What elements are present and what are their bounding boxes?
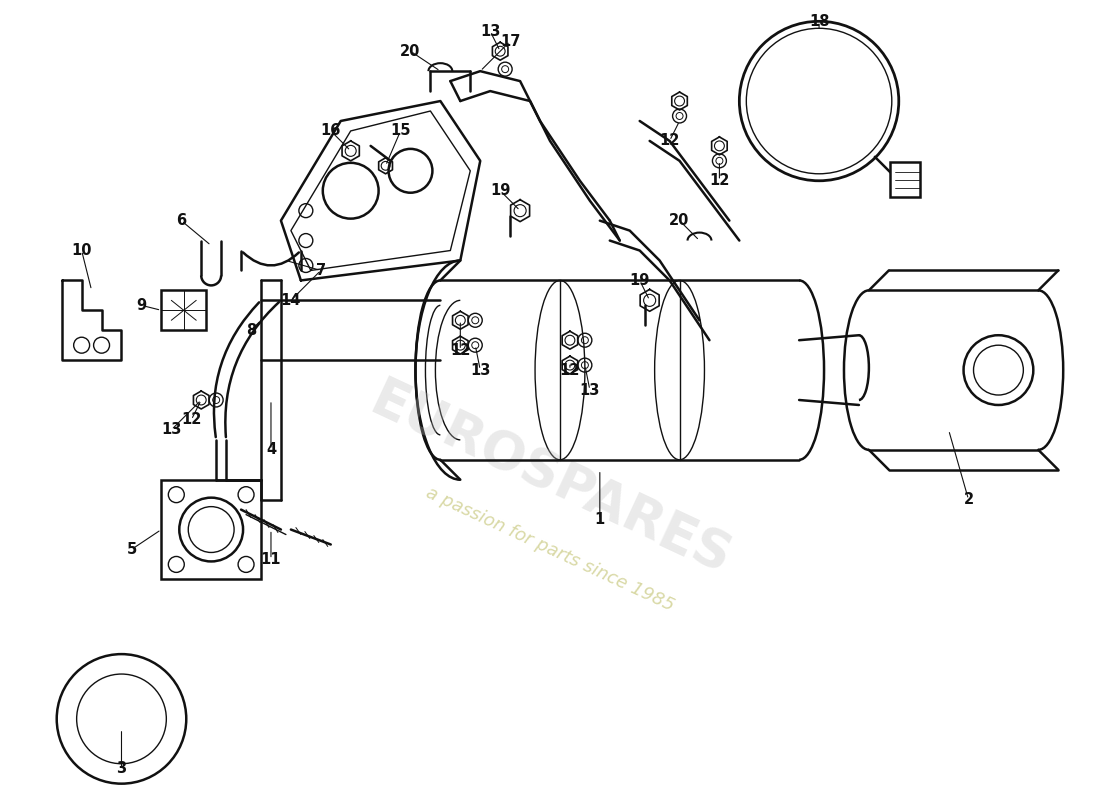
Text: 11: 11 <box>261 552 282 567</box>
Text: 12: 12 <box>710 174 729 188</box>
Text: 3: 3 <box>117 762 126 776</box>
Text: 18: 18 <box>808 14 829 29</box>
Text: 12: 12 <box>450 342 471 358</box>
Text: 9: 9 <box>136 298 146 313</box>
Text: 1: 1 <box>595 512 605 527</box>
Text: 20: 20 <box>400 44 420 58</box>
Text: 17: 17 <box>500 34 520 49</box>
Text: 8: 8 <box>246 322 256 338</box>
Text: 6: 6 <box>176 213 186 228</box>
Text: 2: 2 <box>964 492 974 507</box>
Text: 14: 14 <box>280 293 301 308</box>
Text: 15: 15 <box>390 123 410 138</box>
Text: 16: 16 <box>320 123 341 138</box>
Text: 19: 19 <box>490 183 510 198</box>
Text: 10: 10 <box>72 243 92 258</box>
Text: 4: 4 <box>266 442 276 458</box>
Text: a passion for parts since 1985: a passion for parts since 1985 <box>424 484 676 615</box>
Bar <box>890 162 920 197</box>
Text: 20: 20 <box>670 213 690 228</box>
Text: 12: 12 <box>182 413 201 427</box>
Text: 7: 7 <box>316 263 326 278</box>
Text: 13: 13 <box>580 382 600 398</box>
Bar <box>162 290 206 330</box>
Text: 13: 13 <box>161 422 182 438</box>
Text: 13: 13 <box>480 24 501 38</box>
Bar <box>162 480 261 579</box>
Text: 5: 5 <box>126 542 136 557</box>
Text: 19: 19 <box>629 273 650 288</box>
Text: 12: 12 <box>560 362 580 378</box>
Text: 12: 12 <box>659 134 680 149</box>
Text: EUROSPARES: EUROSPARES <box>362 374 738 586</box>
Text: 13: 13 <box>470 362 491 378</box>
